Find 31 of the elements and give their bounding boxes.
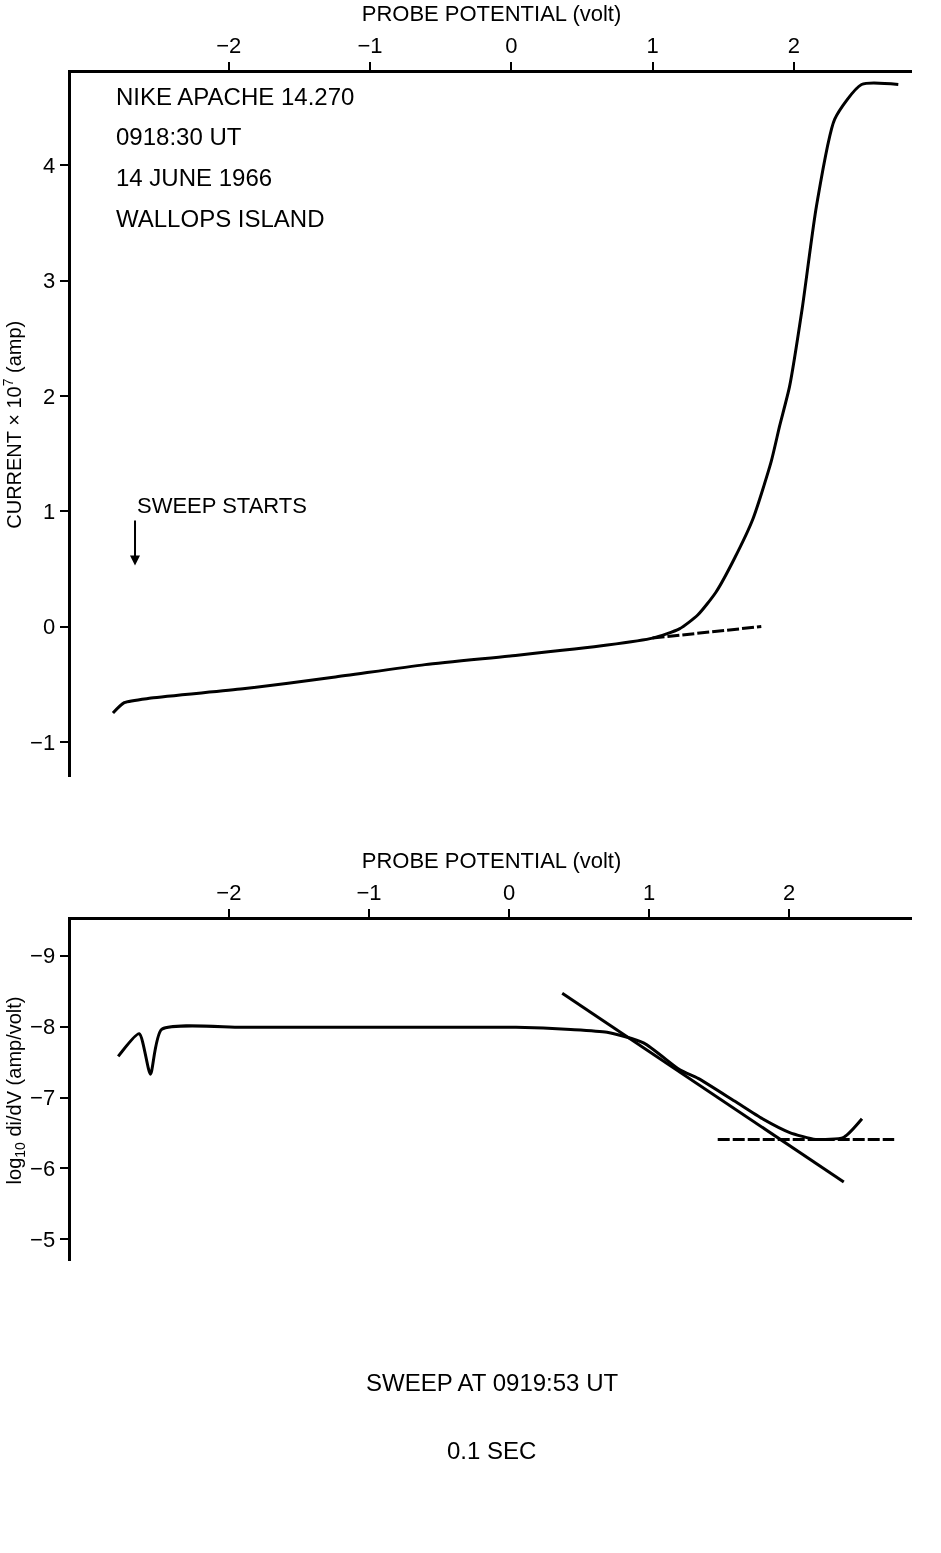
y-tick-label: 0 <box>42 614 56 640</box>
line-series <box>111 81 900 715</box>
y-tick-label: 1 <box>42 498 56 524</box>
y-tick-label: −6 <box>30 1156 56 1182</box>
x-tick-label: 1 <box>646 33 659 59</box>
x-tick-label: 1 <box>642 880 656 906</box>
annotation: WALLOPS ISLAND <box>116 205 325 232</box>
y-tick-label: 3 <box>42 268 56 294</box>
x-tick-label: 2 <box>787 33 800 59</box>
text: SWEEP AT 0919:53 UT <box>366 1369 619 1396</box>
y-tick-label: −9 <box>30 943 56 969</box>
x-tick-label: −1 <box>357 33 383 59</box>
y-tick-label: −5 <box>30 1227 56 1253</box>
x-axis-title: PROBE POTENTIAL (volt) <box>361 0 622 26</box>
x-tick-label: 0 <box>505 33 518 59</box>
x-tick-label: −2 <box>216 33 242 59</box>
x-tick-label: −2 <box>216 880 242 906</box>
x-tick-label: −1 <box>356 880 382 906</box>
annotation: SWEEP STARTS <box>137 493 307 518</box>
y-tick-label: −1 <box>30 729 56 755</box>
y-tick-label: −7 <box>30 1085 56 1111</box>
text: 0.1 SEC <box>447 1437 537 1464</box>
y-tick-label: −8 <box>30 1014 56 1040</box>
x-tick-label: 2 <box>783 880 796 906</box>
y-tick-label: 2 <box>42 383 56 409</box>
x-axis-title: PROBE POTENTIAL (volt) <box>361 848 622 874</box>
annotation: NIKE APACHE 14.270 <box>116 83 355 110</box>
annotation: 14 JUNE 1966 <box>116 164 273 191</box>
y-tick-label: 4 <box>42 152 56 178</box>
annotation: 0918:30 UT <box>116 123 242 150</box>
x-tick-label: 0 <box>502 880 516 906</box>
